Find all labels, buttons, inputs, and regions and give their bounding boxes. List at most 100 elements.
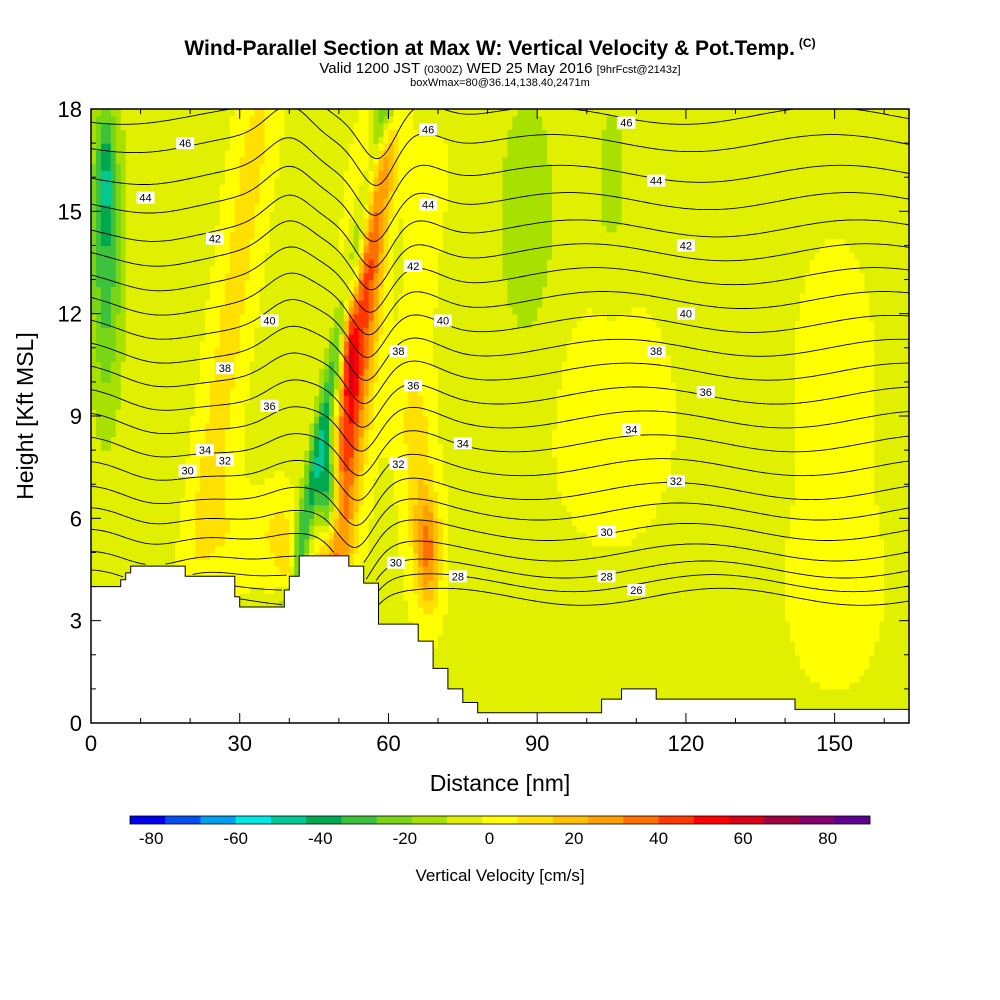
velocity-cell bbox=[304, 409, 310, 417]
velocity-cell bbox=[200, 395, 206, 403]
velocity-cell bbox=[319, 320, 325, 328]
velocity-cell bbox=[343, 170, 350, 178]
velocity-cell bbox=[299, 450, 305, 458]
velocity-cell bbox=[219, 115, 226, 124]
velocity-cell bbox=[200, 436, 206, 444]
velocity-cell bbox=[100, 177, 107, 185]
velocity-cell bbox=[91, 122, 97, 131]
velocity-cell bbox=[304, 170, 310, 178]
velocity-cell bbox=[200, 211, 206, 219]
velocity-cell bbox=[219, 184, 226, 192]
velocity-cell bbox=[219, 163, 226, 171]
velocity-cell bbox=[185, 416, 191, 424]
velocity-cell bbox=[264, 470, 271, 478]
velocity-cell bbox=[353, 429, 360, 438]
velocity-cell bbox=[91, 204, 97, 212]
velocity-cell bbox=[165, 402, 171, 410]
velocity-cell bbox=[343, 320, 350, 328]
velocity-cell bbox=[333, 347, 340, 356]
velocity-cell bbox=[229, 286, 236, 294]
velocity-cell bbox=[209, 190, 216, 199]
velocity-cell bbox=[150, 368, 157, 376]
velocity-cell bbox=[333, 231, 340, 240]
velocity-cell bbox=[135, 204, 142, 212]
velocity-cell bbox=[299, 402, 305, 410]
velocity-cell bbox=[205, 470, 211, 478]
velocity-cell bbox=[165, 122, 171, 131]
velocity-cell bbox=[110, 109, 117, 117]
velocity-cell bbox=[91, 375, 97, 383]
velocity-cell bbox=[224, 259, 231, 267]
velocity-cell bbox=[244, 422, 251, 431]
velocity-cell bbox=[289, 204, 295, 212]
velocity-cell bbox=[269, 566, 276, 574]
velocity-cell bbox=[180, 504, 186, 513]
velocity-cell bbox=[200, 177, 206, 185]
velocity-cell bbox=[333, 381, 340, 390]
velocity-cell bbox=[155, 190, 162, 199]
velocity-cell bbox=[200, 484, 206, 492]
velocity-cell bbox=[264, 109, 271, 117]
velocity-cell bbox=[115, 109, 122, 117]
velocity-cell bbox=[294, 552, 300, 560]
velocity-cell bbox=[190, 306, 196, 315]
velocity-cell bbox=[284, 450, 290, 458]
velocity-cell bbox=[125, 286, 132, 294]
velocity-cell bbox=[229, 156, 236, 165]
velocity-cell bbox=[244, 395, 251, 403]
velocity-cell bbox=[190, 504, 196, 513]
velocity-cell bbox=[205, 456, 211, 465]
velocity-cell bbox=[195, 320, 201, 328]
velocity-cell bbox=[190, 156, 196, 165]
velocity-cell bbox=[130, 477, 137, 485]
velocity-cell bbox=[190, 450, 196, 458]
velocity-cell bbox=[358, 477, 365, 485]
velocity-cell bbox=[195, 109, 201, 117]
velocity-cell bbox=[185, 177, 191, 185]
velocity-cell bbox=[200, 259, 206, 267]
velocity-cell bbox=[115, 306, 122, 315]
velocity-cell bbox=[279, 184, 285, 192]
velocity-cell bbox=[229, 252, 236, 260]
velocity-cell bbox=[200, 115, 206, 124]
velocity-cell bbox=[120, 375, 127, 383]
velocity-cell bbox=[328, 422, 335, 431]
velocity-cell bbox=[249, 566, 256, 574]
velocity-cell bbox=[284, 211, 290, 219]
velocity-cell bbox=[175, 559, 181, 567]
velocity-cell bbox=[91, 443, 97, 451]
velocity-cell bbox=[205, 218, 211, 226]
velocity-cell bbox=[289, 115, 295, 124]
velocity-cell bbox=[224, 402, 231, 410]
velocity-cell bbox=[319, 197, 325, 206]
velocity-cell bbox=[333, 340, 340, 349]
velocity-cell bbox=[244, 538, 251, 547]
velocity-cell bbox=[304, 265, 310, 274]
velocity-cell bbox=[314, 252, 320, 260]
velocity-cell bbox=[170, 525, 176, 533]
velocity-cell bbox=[234, 484, 241, 492]
velocity-cell bbox=[150, 538, 157, 547]
velocity-cell bbox=[249, 416, 256, 424]
velocity-cell bbox=[294, 525, 300, 533]
velocity-cell bbox=[214, 511, 221, 519]
velocity-cell bbox=[140, 347, 147, 356]
velocity-cell bbox=[348, 143, 355, 151]
velocity-cell bbox=[100, 231, 107, 240]
velocity-cell bbox=[229, 211, 236, 219]
velocity-cell bbox=[155, 456, 162, 465]
velocity-cell bbox=[284, 170, 290, 178]
velocity-cell bbox=[200, 272, 206, 281]
velocity-cell bbox=[338, 122, 345, 131]
velocity-cell bbox=[244, 211, 251, 219]
velocity-cell bbox=[324, 484, 330, 492]
velocity-cell bbox=[358, 456, 365, 465]
velocity-cell bbox=[314, 320, 320, 328]
velocity-cell bbox=[105, 163, 112, 171]
velocity-cell bbox=[185, 231, 191, 240]
velocity-cell bbox=[299, 375, 305, 383]
velocity-cell bbox=[264, 538, 271, 547]
velocity-cell bbox=[100, 143, 107, 151]
velocity-cell bbox=[264, 436, 271, 444]
velocity-cell bbox=[170, 300, 176, 308]
